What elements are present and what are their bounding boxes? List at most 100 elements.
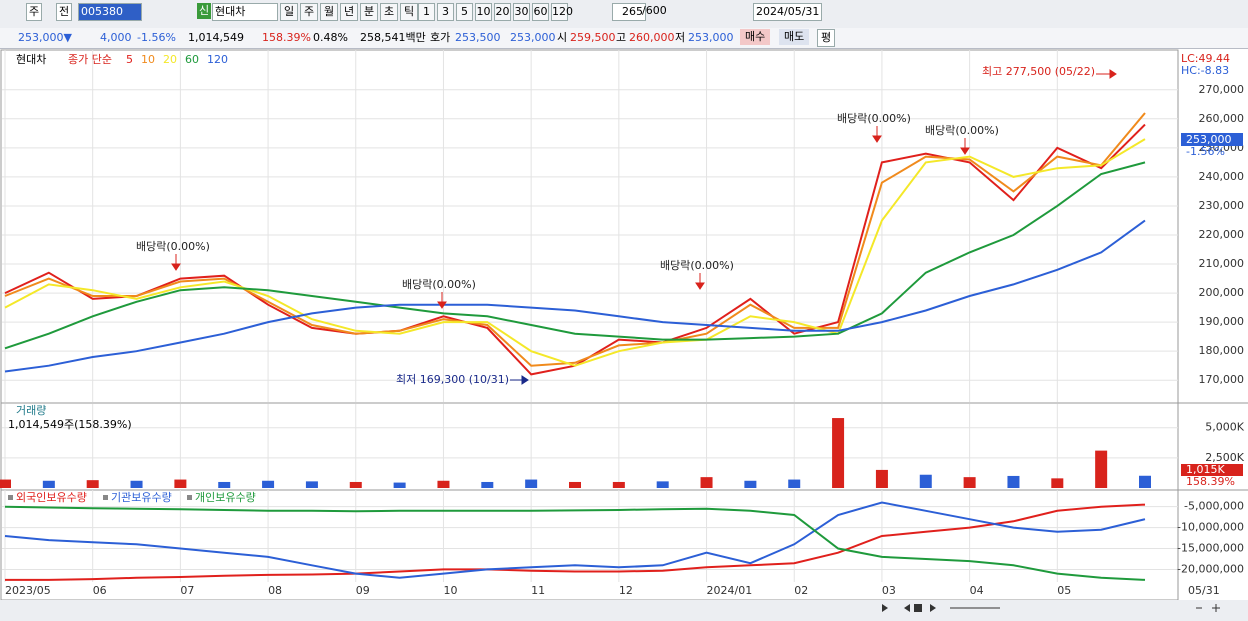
count[interactable]: 265 [612,3,646,21]
annotation-arrow [960,138,970,155]
plot-frame [0,49,1179,601]
minute-button[interactable]: 20 [494,3,511,21]
series-line [4,138,1146,367]
volume-bar [218,481,231,488]
legend-swatch [187,495,192,500]
period-button[interactable]: 년 [340,3,358,21]
x-tick-label: 05/31 [1188,584,1220,597]
x-tick-label: 2024/01 [707,584,753,597]
annotation: 배당락(0.00%) [136,240,210,253]
badge: 신 [197,3,212,19]
last-price: 253,000 [1186,133,1232,146]
volume-bar [963,477,976,488]
period-button[interactable]: 일 [280,3,298,21]
annotation-arrow [510,375,529,385]
open-label: 시 [557,31,568,44]
legend-entry: 기관보유수량 [111,491,172,504]
ask: 253,500 [455,31,501,44]
period-button[interactable]: 주 [300,3,318,21]
legend-entry: 5 [126,53,133,66]
volume-bar [437,480,450,488]
minute-button[interactable]: 30 [513,3,530,21]
volume-bar [393,482,406,488]
minute-button[interactable]: 120 [551,3,573,21]
period-button[interactable]: 월 [320,3,338,21]
x-tick-label: 03 [882,584,896,597]
panel-title: 거래량 [16,404,46,417]
panel-subtitle: 1,014,549주(158.39%) [8,418,132,431]
legend-entry: 개인보유수량 [195,491,256,504]
date[interactable]: 2024/05/31 [753,3,823,21]
x-tick-label: 10 [443,584,457,597]
legend-entry: 120 [207,53,228,66]
last-price-box [1181,133,1243,146]
price: 253,000▼ [18,31,72,44]
prev[interactable]: 전 [56,3,73,21]
last-volume-box [1181,464,1243,476]
period-button[interactable]: 분 [360,3,378,21]
volume-bar [1051,478,1064,488]
y-tick-label: -10,000,000 [1177,521,1244,534]
x-tick-label: 07 [180,584,194,597]
y-tick-label: 2,500K [1205,451,1244,464]
y-tick-label: -15,000,000 [1177,542,1244,555]
y-tick-label: 230,000 [1199,199,1245,212]
x-tick-label: 08 [268,584,282,597]
total: /600 [642,4,667,17]
ask-label: 호가 [430,31,451,44]
y-tick-label: -5,000,000 [1184,500,1244,513]
series-line [4,501,1146,579]
last-volume-rate: 158.39% [1186,475,1235,488]
volume-bar [262,480,275,488]
minute-button[interactable]: 60 [532,3,549,21]
volume-bar [875,469,888,488]
annotation: 배당락(0.00%) [660,259,734,272]
minute-button[interactable]: 5 [456,3,473,21]
buy-button[interactable]: 매수 [740,29,771,45]
volume-bar [1139,475,1151,488]
stock-name[interactable]: 현대차 [212,3,278,21]
volume-bar [481,481,494,488]
vol-ratio: 158.39% [262,31,311,44]
volume-bar [788,479,801,488]
volume-bar [569,481,581,488]
annotation: 최고 277,500 (05/22) [982,65,1095,78]
bid: 253,000 [510,31,556,44]
period-button[interactable]: 초 [380,3,398,21]
x-tick-label: 06 [93,584,107,597]
x-tick-label: 11 [531,584,545,597]
scroll-controls[interactable] [882,604,1220,612]
legend-entry: 60 [185,53,199,66]
sell-button[interactable]: 매도 [779,29,810,45]
volume-bar [919,474,932,488]
annotation: 배당락(0.00%) [837,112,911,125]
minute-button[interactable]: 3 [437,3,454,21]
low: 253,000 [688,31,734,44]
rate: -1.56% [137,31,176,44]
volume-bar [130,480,143,488]
change: 4,000 [100,31,132,44]
minute-button[interactable]: 10 [475,3,492,21]
code-input[interactable]: 005380 [78,3,142,21]
annotation: 배당락(0.00%) [402,278,476,291]
minute-button[interactable]: 1 [418,3,435,21]
x-tick-label: 02 [794,584,808,597]
hc-label: HC:-8.83 [1181,64,1229,77]
quote-bar: 253,000▼ 4,000 -1.56% 1,014,549 158.39% … [0,28,1248,49]
legend-title: 종가 단순 [68,53,112,66]
mode[interactable]: 주 [26,3,43,21]
annotation-arrow [1096,69,1117,79]
high-label: 고 [616,31,627,44]
eval-button[interactable]: 평 [817,29,836,47]
volume-bar [1007,475,1020,488]
annotation: 배당락(0.00%) [925,124,999,137]
annotation-arrow [872,126,882,143]
volume-bar [1095,450,1108,488]
y-tick-label: 180,000 [1199,344,1245,357]
period-button[interactable]: 틱 [400,3,418,21]
chart-title: 현대차 [16,53,46,66]
x-tick-label: 09 [356,584,370,597]
volume-bar [612,481,625,488]
volume-bar [305,481,318,488]
y-tick-label: 190,000 [1199,315,1245,328]
